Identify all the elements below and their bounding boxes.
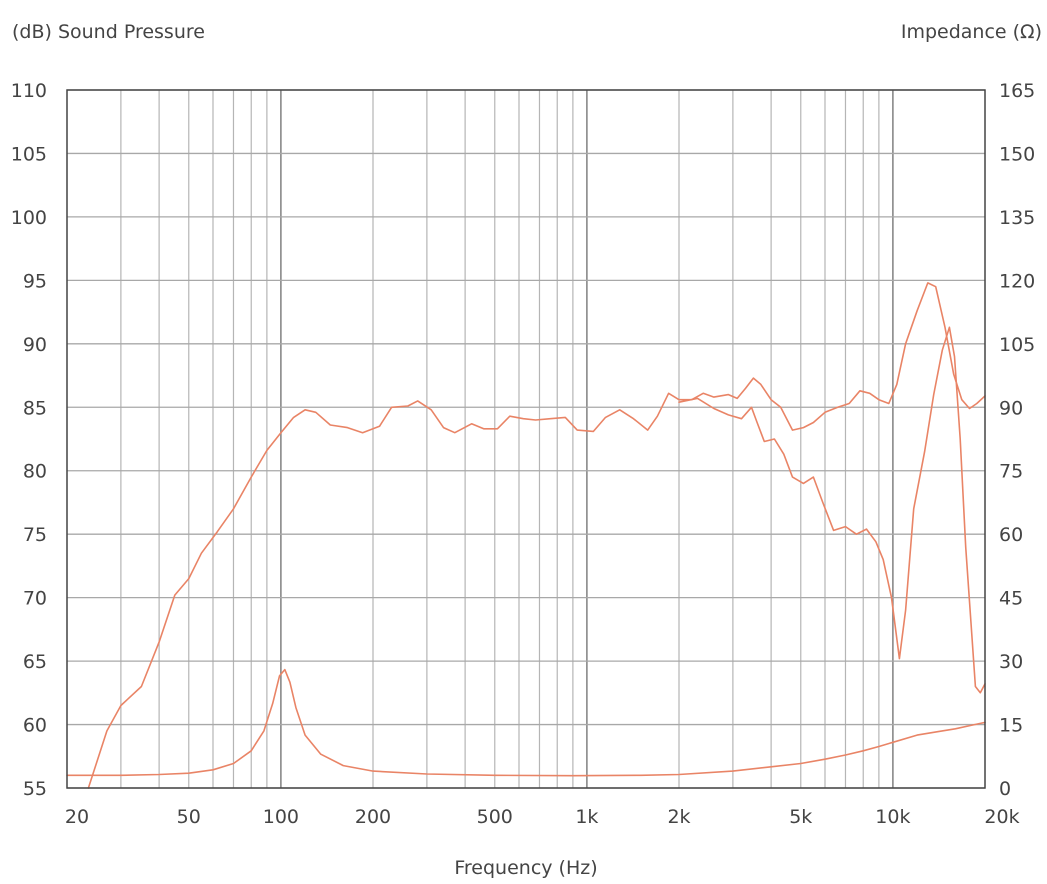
y-tick-label-left: 95 bbox=[23, 270, 47, 292]
y-tick-label-left: 60 bbox=[23, 715, 47, 737]
y-tick-label-left: 80 bbox=[23, 461, 47, 483]
y-tick-label-left: 90 bbox=[23, 334, 47, 356]
x-tick-label: 1k bbox=[575, 806, 598, 828]
y-tick-label-right: 15 bbox=[999, 715, 1023, 737]
y-tick-label-right: 135 bbox=[999, 207, 1035, 229]
y-tick-label-left: 65 bbox=[23, 651, 47, 673]
x-axis-label: Frequency (Hz) bbox=[454, 857, 597, 879]
y-tick-label-right: 60 bbox=[999, 524, 1023, 546]
y-tick-label-left: 110 bbox=[11, 80, 47, 102]
series-line-1 bbox=[87, 282, 986, 789]
y-tick-label-left: 75 bbox=[23, 524, 47, 546]
x-tick-label: 500 bbox=[477, 806, 513, 828]
left-axis-label: (dB) Sound Pressure bbox=[12, 21, 205, 43]
x-tick-label: 200 bbox=[355, 806, 391, 828]
plot-frame bbox=[66, 89, 986, 789]
y-tick-label-right: 150 bbox=[999, 143, 1035, 165]
series-line-2 bbox=[678, 326, 986, 694]
y-tick-label-left: 105 bbox=[11, 143, 47, 165]
x-tick-label: 10k bbox=[875, 806, 910, 828]
y-tick-label-right: 45 bbox=[999, 588, 1023, 610]
x-tick-label: 100 bbox=[263, 806, 299, 828]
y-tick-label-right: 105 bbox=[999, 334, 1035, 356]
y-tick-label-right: 120 bbox=[999, 270, 1035, 292]
tick-labels: 1101051009590858075706560551651501351201… bbox=[11, 80, 1036, 828]
y-tick-label-left: 70 bbox=[23, 588, 47, 610]
right-axis-label: Impedance (Ω) bbox=[901, 21, 1042, 43]
y-tick-label-right: 30 bbox=[999, 651, 1023, 673]
y-tick-label-right: 0 bbox=[999, 778, 1011, 800]
y-tick-label-left: 55 bbox=[23, 778, 47, 800]
series-line-3 bbox=[66, 668, 986, 777]
y-tick-label-right: 75 bbox=[999, 461, 1023, 483]
y-tick-label-right: 165 bbox=[999, 80, 1035, 102]
x-tick-label: 5k bbox=[789, 806, 812, 828]
y-tick-label-left: 100 bbox=[11, 207, 47, 229]
x-tick-label: 2k bbox=[667, 806, 690, 828]
x-tick-label: 50 bbox=[177, 806, 201, 828]
y-tick-label-left: 85 bbox=[23, 397, 47, 419]
x-tick-label: 20 bbox=[65, 806, 89, 828]
grid bbox=[67, 89, 985, 789]
series-lines bbox=[66, 282, 986, 789]
y-tick-label-right: 90 bbox=[999, 397, 1023, 419]
x-tick-label: 20k bbox=[984, 806, 1019, 828]
